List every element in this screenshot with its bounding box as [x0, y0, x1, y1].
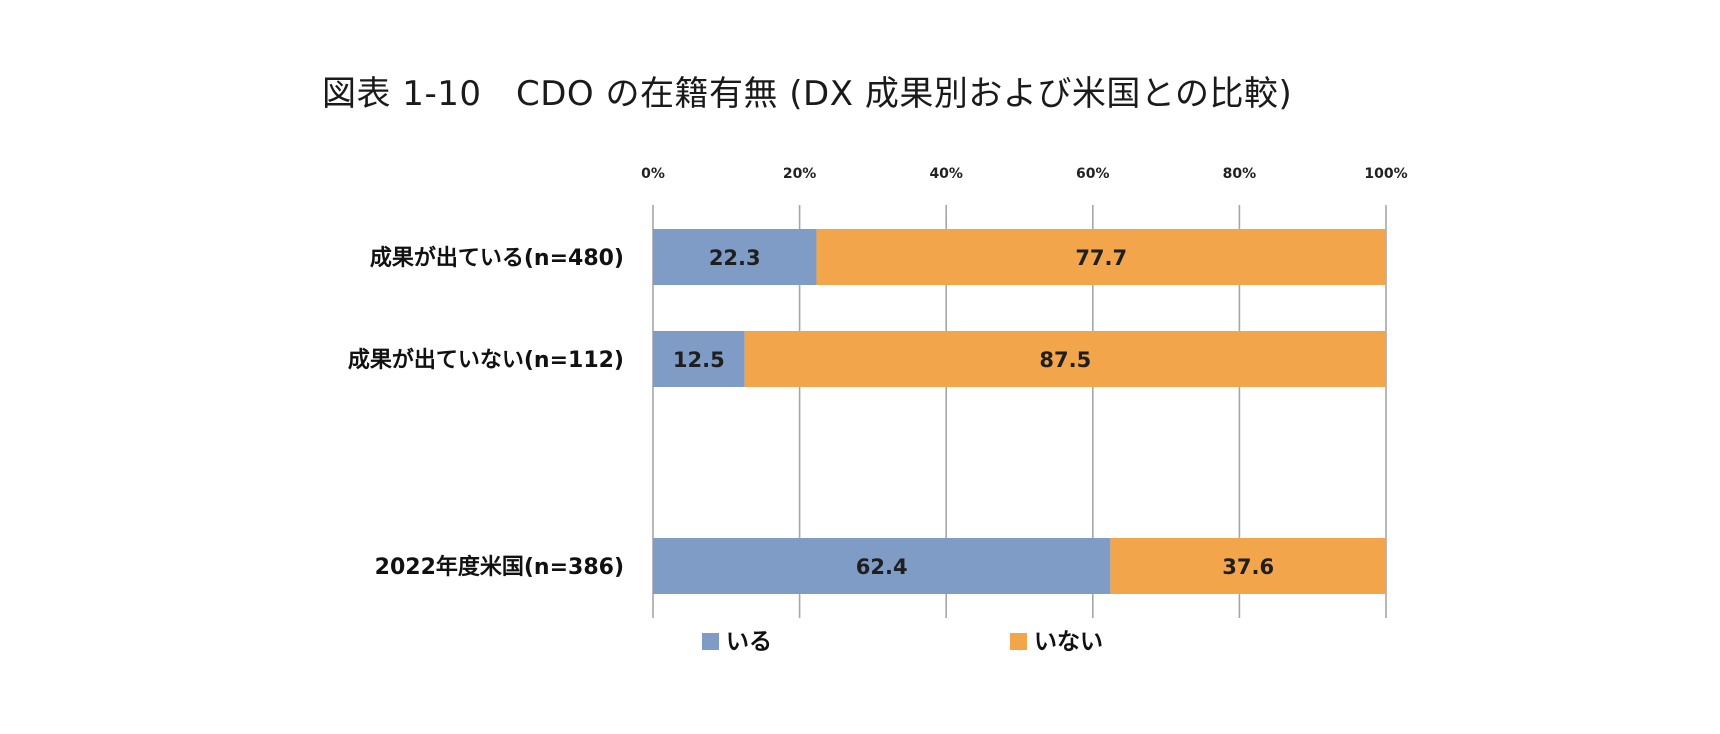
data-label: 62.4	[856, 555, 908, 579]
x-tick-label: 20%	[783, 166, 817, 182]
data-label: 87.5	[1039, 348, 1091, 372]
x-tick-label: 100%	[1364, 166, 1407, 182]
x-tick-label: 40%	[929, 166, 963, 182]
bar-segment	[744, 331, 1386, 387]
bar-segment	[816, 229, 1386, 285]
category-label: 2022年度米国(n=386)	[375, 554, 624, 580]
x-tick-label: 60%	[1076, 166, 1110, 182]
x-tick-label: 80%	[1223, 166, 1257, 182]
chart-title: 図表 1-10 CDO の在籍有無 (DX 成果別および米国との比較)	[322, 74, 1293, 114]
data-label: 37.6	[1222, 555, 1274, 579]
data-label: 77.7	[1075, 246, 1127, 270]
x-tick-label: 0%	[641, 166, 665, 182]
legend-swatch	[702, 633, 719, 650]
bar-segment	[653, 538, 1111, 594]
legend-swatch	[1010, 633, 1027, 650]
category-label: 成果が出ている(n=480)	[370, 245, 624, 271]
data-label: 12.5	[673, 348, 725, 372]
data-label: 22.3	[709, 246, 761, 270]
legend-label: いない	[1034, 629, 1103, 655]
legend-label: いる	[726, 629, 772, 655]
bar-segment	[653, 229, 817, 285]
bar-segment	[653, 331, 745, 387]
category-label: 成果が出ていない(n=112)	[348, 347, 624, 373]
bar-segment	[1110, 538, 1386, 594]
